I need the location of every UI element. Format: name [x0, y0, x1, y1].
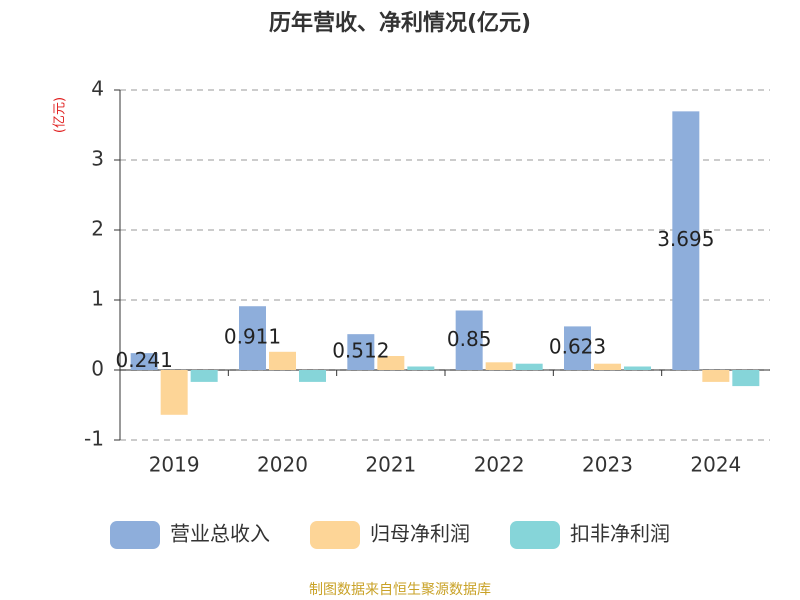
data-label: 0.911: [224, 325, 281, 349]
bar: [299, 370, 326, 382]
chart-title: 历年营收、净利情况(亿元): [269, 10, 531, 36]
y-tick-label: 3: [91, 147, 104, 171]
bar: [455, 310, 483, 370]
y-axis-label: (亿元): [53, 97, 68, 133]
bar: [732, 370, 760, 387]
y-tick-label: 2: [91, 217, 104, 241]
data-label: 0.241: [116, 348, 173, 372]
legend-swatch: [110, 521, 160, 549]
bar: [377, 356, 405, 370]
data-label: 3.695: [657, 227, 714, 251]
bar: [347, 334, 375, 370]
bar: [190, 370, 218, 382]
x-tick-label: 2020: [257, 453, 308, 477]
bar: [485, 362, 513, 370]
source-note: 制图数据来自恒生聚源数据库: [309, 582, 491, 598]
x-tick-label: 2021: [365, 453, 416, 477]
bar: [624, 366, 651, 370]
bar: [594, 363, 621, 370]
bar: [515, 363, 543, 370]
bar: [564, 326, 591, 370]
y-tick-label: 0: [91, 357, 104, 381]
legend-swatch: [310, 521, 360, 549]
y-tick-label: 4: [91, 77, 104, 101]
legend-swatch: [510, 521, 560, 549]
y-tick-label: 1: [91, 287, 104, 311]
bar: [130, 353, 158, 370]
x-tick-label: 2024: [690, 453, 741, 477]
legend-label: 归母净利润: [370, 522, 470, 546]
bar: [672, 111, 700, 370]
bar: [269, 351, 296, 370]
legend-label: 营业总收入: [170, 522, 270, 546]
bar: [702, 370, 730, 382]
x-tick-label: 2022: [474, 453, 525, 477]
bar: [239, 306, 266, 370]
bar: [160, 370, 188, 415]
y-tick-label: -1: [84, 427, 104, 451]
x-tick-label: 2019: [149, 453, 200, 477]
data-label: 0.85: [447, 327, 492, 351]
bar: [407, 366, 435, 370]
data-label: 0.623: [549, 335, 606, 359]
x-tick-label: 2023: [582, 453, 633, 477]
data-label: 0.512: [332, 339, 389, 363]
legend-label: 扣非净利润: [570, 522, 670, 546]
